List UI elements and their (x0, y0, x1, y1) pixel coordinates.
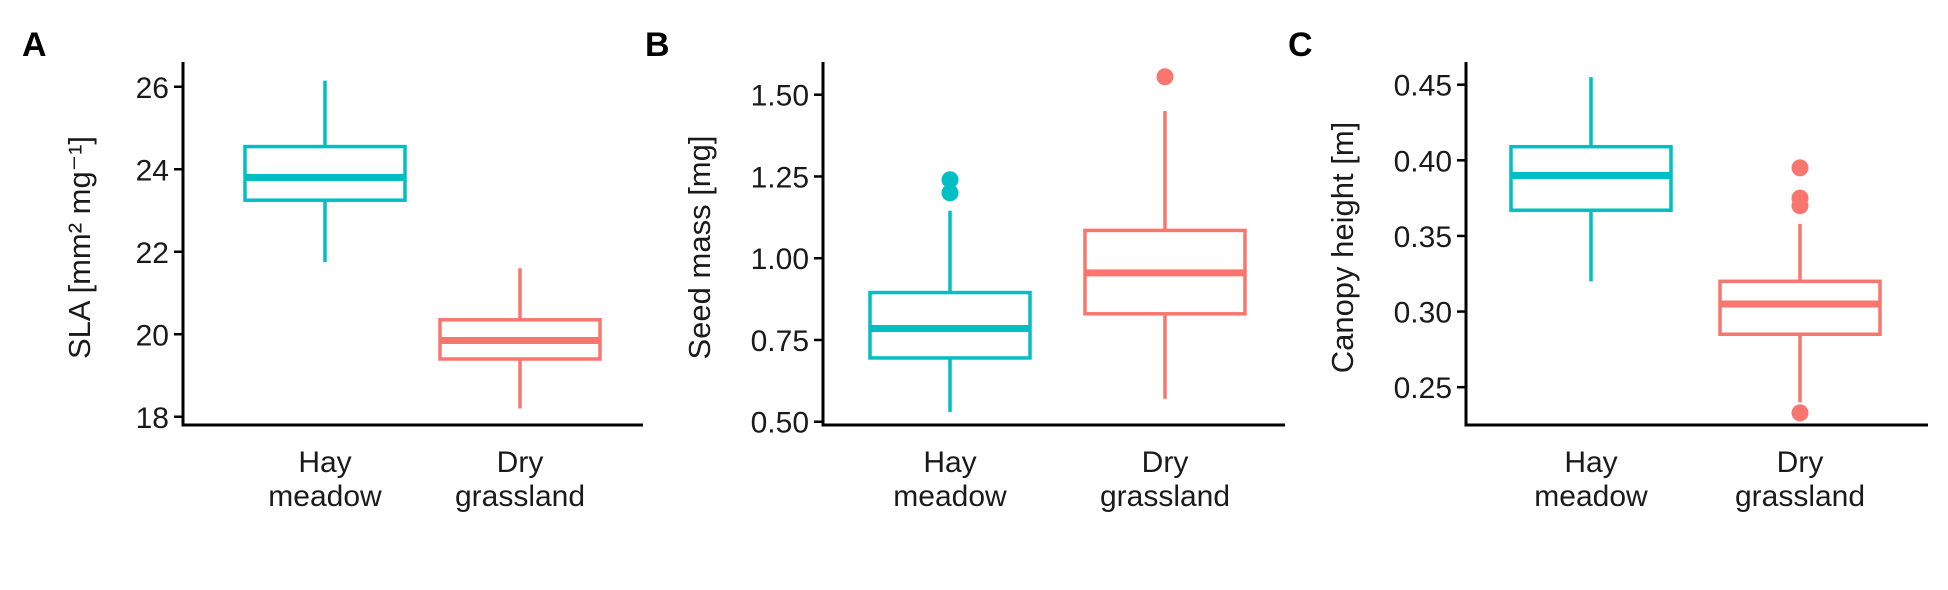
y-tick-label: 1.25 (751, 161, 809, 194)
y-tick-label: 0.75 (751, 325, 809, 358)
x-category-label: grassland (455, 480, 585, 513)
y-axis-title: SLA [mm² mg⁻¹] (62, 136, 97, 359)
box-dry-grassland (438, 268, 602, 409)
panel-letter: C (1288, 26, 1313, 64)
y-tick-label: 0.40 (1394, 145, 1452, 178)
outlier-point (1791, 404, 1809, 422)
iqr-box (243, 144, 407, 202)
outlier-point (1791, 189, 1809, 207)
box-dry-grassland (1083, 68, 1247, 399)
x-category-label: Hay (923, 446, 976, 479)
panel-letter: B (645, 26, 670, 64)
box-hay-meadow (868, 171, 1032, 412)
x-category-label: meadow (1534, 480, 1648, 513)
x-category-label: Hay (1564, 446, 1617, 479)
box-hay-meadow (1509, 77, 1673, 282)
iqr-box (1718, 279, 1882, 336)
x-category-label: meadow (268, 480, 382, 513)
y-tick-label: 0.45 (1394, 70, 1452, 103)
x-category-label: Dry (1777, 446, 1824, 479)
outlier-point (941, 184, 959, 202)
panel-b: B Seed mass [mg] 0.50 0.75 1.00 1.25 1.50 Hayme… (645, 26, 1285, 513)
x-category-label: Dry (1142, 446, 1189, 479)
y-tick-label: 20 (136, 319, 169, 352)
panel-c: C Canopy height [m] 0.25 0.30 0.35 0.40 0.45 Ha… (1288, 26, 1928, 513)
y-axis-title: Canopy height [m] (1325, 122, 1360, 374)
x-category-label: meadow (893, 480, 1007, 513)
y-tick-label: 1.00 (751, 243, 809, 276)
y-tick-label: 0.25 (1394, 372, 1452, 405)
panel-letter: A (22, 26, 47, 64)
outlier-point (1791, 159, 1809, 177)
box-hay-meadow (243, 80, 407, 263)
y-tick-label: 0.35 (1394, 221, 1452, 254)
outlier-point (1156, 68, 1174, 86)
x-category-label: grassland (1100, 480, 1230, 513)
y-tick-label: 0.30 (1394, 297, 1452, 330)
y-tick-label: 26 (136, 72, 169, 105)
y-tick-label: 24 (136, 154, 169, 187)
x-category-label: Dry (497, 446, 544, 479)
y-tick-label: 1.50 (751, 80, 809, 113)
y-axis-title: Seed mass [mg] (682, 136, 717, 360)
y-tick-label: 22 (136, 237, 169, 270)
x-category-label: Hay (298, 446, 351, 479)
box-dry-grassland (1718, 159, 1882, 422)
y-tick-label: 18 (136, 402, 169, 435)
outlier-point (941, 171, 959, 189)
x-category-label: grassland (1735, 480, 1865, 513)
y-tick-label: 0.50 (751, 407, 809, 440)
